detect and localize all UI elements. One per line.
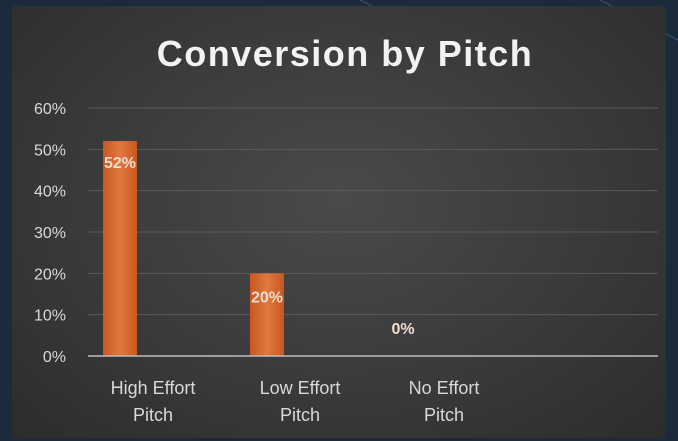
- bar: [250, 273, 284, 356]
- data-labels: 52% 20% 0%: [104, 155, 415, 338]
- y-tick-label: 50%: [34, 142, 66, 159]
- y-tick-label: 40%: [34, 184, 66, 201]
- y-tick-label: 20%: [34, 266, 66, 283]
- data-label: 20%: [251, 289, 283, 306]
- data-label: 0%: [391, 321, 414, 338]
- x-category-label: No Effort Pitch: [409, 378, 480, 425]
- x-category-label: High Effort Pitch: [111, 378, 196, 425]
- y-tick-label: 60%: [34, 101, 66, 118]
- y-axis-ticks: 0% 10% 20% 30% 40% 50% 60%: [34, 101, 66, 366]
- data-label: 52%: [104, 155, 136, 172]
- chart-title: Conversion by Pitch: [157, 33, 534, 74]
- gridlines: [88, 107, 658, 316]
- bars: [103, 141, 284, 356]
- y-tick-label: 10%: [34, 308, 66, 325]
- y-tick-label: 0%: [43, 349, 66, 366]
- x-axis-categories: High Effort Pitch Low Effort Pitch No Effort…: [111, 378, 480, 425]
- y-tick-label: 30%: [34, 225, 66, 242]
- x-category-label: Low Effort Pitch: [260, 378, 341, 425]
- bar: [103, 141, 137, 356]
